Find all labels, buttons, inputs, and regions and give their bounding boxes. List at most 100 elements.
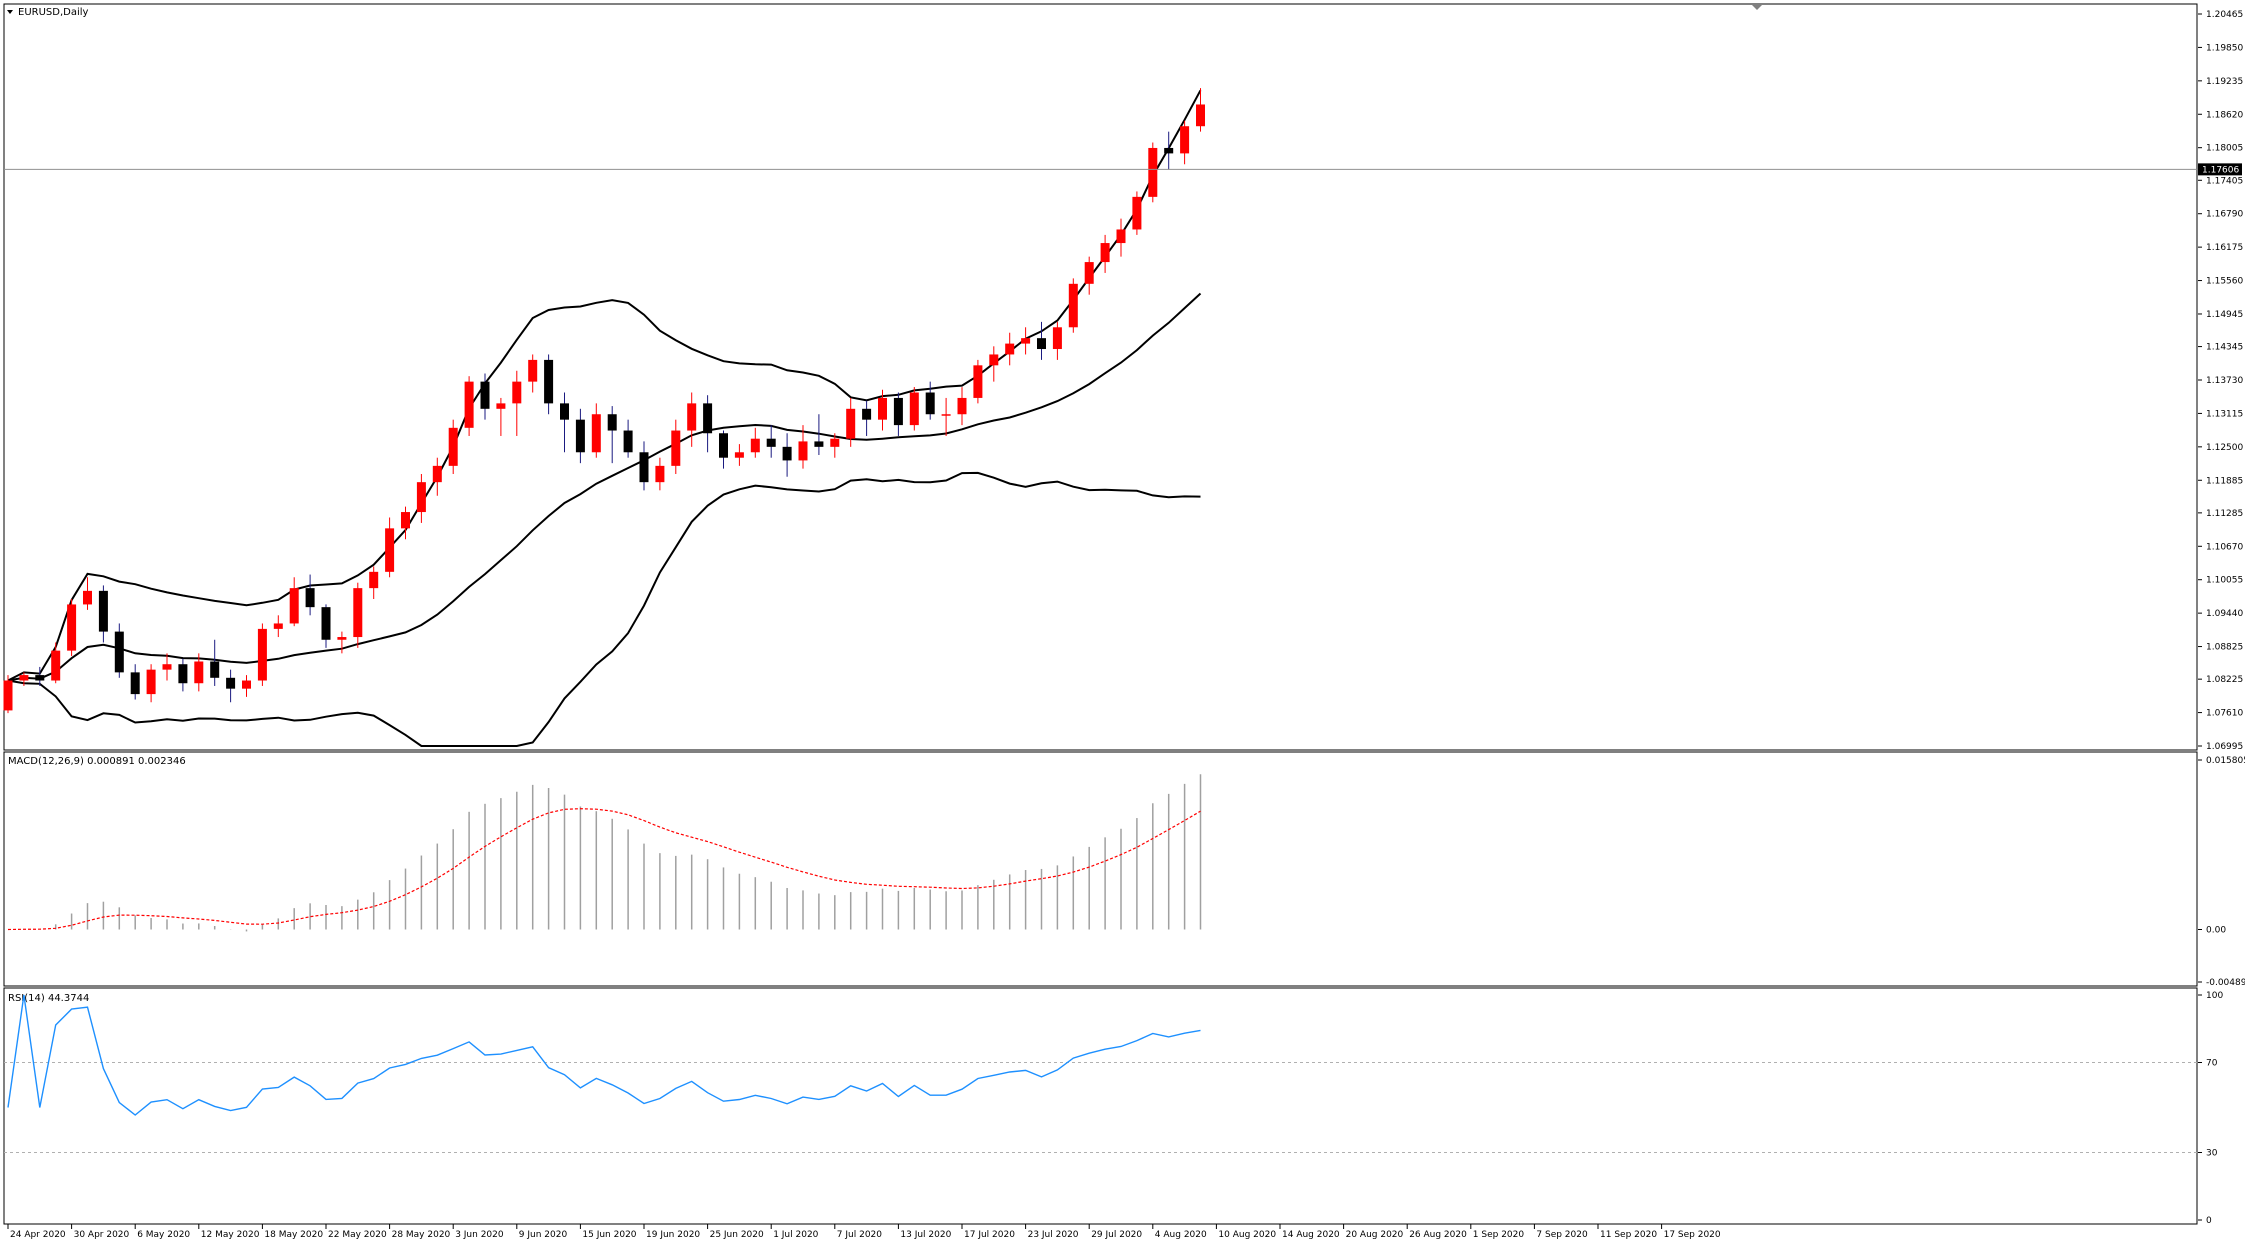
- candle-body: [1148, 147, 1158, 197]
- candle-body: [305, 588, 315, 608]
- candle-body: [416, 482, 426, 513]
- candle-body: [1164, 147, 1174, 154]
- candle-body: [178, 664, 188, 684]
- candle-body: [909, 392, 919, 426]
- time-tick-label: 3 Jun 2020: [455, 1230, 504, 1240]
- candles: [3, 88, 1205, 714]
- candle-body: [1021, 338, 1031, 344]
- candle-body: [1052, 327, 1062, 350]
- candle-body: [719, 433, 728, 458]
- candle-body: [226, 677, 236, 689]
- price-tick-label: 1.07610: [2206, 709, 2243, 719]
- candle-body: [242, 680, 251, 689]
- price-tick-label: 1.18005: [2206, 144, 2243, 154]
- rsi-label: RSI(14) 44.3744: [8, 993, 89, 1004]
- time-axis: 24 Apr 2020 30 Apr 2020 6 May 2020 12 May 2…: [7, 1224, 1721, 1240]
- time-tick-label: 1 Sep 2020: [1473, 1230, 1525, 1240]
- chart-shift-marker-icon[interactable]: [1752, 5, 1762, 10]
- candle-body: [273, 623, 283, 629]
- time-tick-label: 25 Jun 2020: [710, 1230, 764, 1240]
- rsi-panel[interactable]: RSI(14) 44.3744 100 70 30 0: [3, 987, 2223, 1226]
- candle-body: [893, 397, 903, 426]
- time-tick-label: 18 May 2020: [264, 1230, 323, 1240]
- macd-tick-label: -0.004894: [2206, 978, 2245, 988]
- candle-body: [19, 675, 29, 681]
- candle-body: [210, 661, 220, 678]
- price-tick-label: 1.17405: [2206, 176, 2243, 186]
- time-tick-label: 10 Aug 2020: [1218, 1230, 1276, 1240]
- candle-body: [337, 637, 347, 640]
- candle-body: [782, 446, 792, 461]
- macd-panel[interactable]: MACD(12,26,9) 0.000891 0.002346 0.015805…: [3, 751, 2245, 988]
- candle-body: [194, 661, 204, 684]
- time-tick-label: 17 Sep 2020: [1664, 1230, 1721, 1240]
- candle-body: [623, 430, 633, 453]
- candle-body: [369, 571, 379, 589]
- price-tick-label: 1.14345: [2206, 343, 2243, 353]
- candle-body: [766, 438, 776, 447]
- candle-body: [862, 408, 872, 420]
- candle-body: [973, 365, 983, 398]
- macd-label: MACD(12,26,9) 0.000891 0.002346: [8, 756, 186, 767]
- price-tick-label: 1.08225: [2206, 675, 2243, 685]
- time-tick-label: 12 May 2020: [201, 1230, 260, 1240]
- bollinger-lower-band: [7, 471, 1201, 747]
- time-tick-label: 4 Aug 2020: [1155, 1230, 1207, 1240]
- time-tick-label: 19 Jun 2020: [646, 1230, 700, 1240]
- candle-body: [798, 441, 808, 461]
- price-tick-label: 1.12500: [2206, 443, 2243, 453]
- candle-body: [846, 408, 856, 439]
- macd-tick-label: 0.00: [2206, 926, 2226, 936]
- price-panel[interactable]: EURUSD,Daily 1.20465 1.19850 1.19235 1.1862…: [3, 3, 2244, 752]
- candle-body: [480, 381, 490, 409]
- price-tick-label: 1.16175: [2206, 243, 2243, 253]
- rsi-tick-label: 100: [2206, 991, 2223, 1001]
- price-tick-label: 1.13730: [2206, 376, 2243, 386]
- time-tick-label: 1 Jul 2020: [773, 1230, 818, 1240]
- price-tick-label: 1.13115: [2206, 409, 2243, 419]
- time-tick-label: 9 Jun 2020: [519, 1230, 568, 1240]
- candle-body: [925, 392, 935, 415]
- candle-body: [1116, 229, 1126, 244]
- candle-body: [385, 528, 395, 572]
- time-tick-label: 30 Apr 2020: [74, 1230, 130, 1240]
- candle-body: [878, 397, 887, 420]
- candle-body: [750, 438, 760, 453]
- bollinger-upper-band: [7, 89, 1202, 682]
- candle-body: [289, 588, 299, 624]
- macd-axis: 0.015805 0.00 -0.004894: [2198, 756, 2245, 988]
- candle-body: [607, 414, 617, 431]
- bollinger-middle-band: [7, 292, 1202, 682]
- candle-body: [1068, 283, 1078, 328]
- time-tick-label: 29 Jul 2020: [1091, 1230, 1142, 1240]
- candle-body: [67, 604, 77, 651]
- candle-body: [544, 359, 554, 404]
- candle-body: [35, 675, 45, 681]
- time-tick-label: 13 Jul 2020: [900, 1230, 951, 1240]
- candle-body: [353, 588, 363, 638]
- candle-body: [814, 441, 824, 447]
- time-tick-label: 6 May 2020: [137, 1230, 190, 1240]
- rsi-tick-label: 0: [2206, 1216, 2212, 1226]
- time-tick-label: 11 Sep 2020: [1600, 1230, 1657, 1240]
- candle-body: [496, 403, 506, 409]
- menu-triangle-icon[interactable]: [7, 10, 13, 14]
- price-tick-label: 1.14945: [2206, 310, 2243, 320]
- candle-body: [1180, 126, 1190, 154]
- price-tick-label: 1.19850: [2206, 43, 2243, 53]
- current-price-label-box: [2198, 163, 2242, 176]
- candle-body: [591, 414, 601, 453]
- price-tick-label: 1.15560: [2206, 277, 2243, 287]
- current-price-label: 1.17606: [2202, 165, 2239, 175]
- candle-body: [448, 427, 458, 466]
- candle-body: [3, 680, 13, 711]
- candle-body: [51, 650, 61, 681]
- time-tick-label: 22 May 2020: [328, 1230, 387, 1240]
- candle-body: [162, 664, 172, 670]
- price-tick-label: 1.10670: [2206, 542, 2243, 552]
- candle-body: [130, 672, 140, 695]
- price-tick-label: 1.09440: [2206, 609, 2243, 619]
- candle-body: [464, 381, 474, 428]
